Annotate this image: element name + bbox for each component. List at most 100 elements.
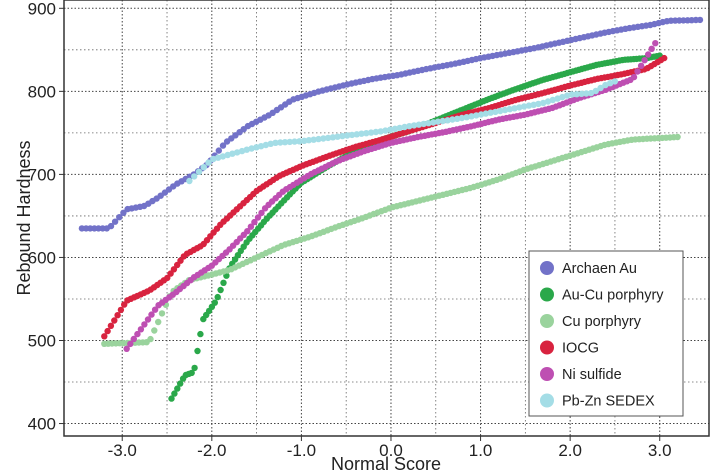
data-point xyxy=(210,155,217,163)
data-point xyxy=(363,130,370,137)
data-point xyxy=(320,135,327,142)
data-point xyxy=(188,369,195,377)
data-point xyxy=(382,127,389,134)
data-point xyxy=(244,228,251,235)
series-iocg xyxy=(101,54,668,340)
data-point xyxy=(367,129,375,136)
plot-area-frame xyxy=(63,0,710,437)
data-point xyxy=(434,118,442,125)
data-point xyxy=(262,141,270,149)
data-point xyxy=(127,340,134,348)
legend-swatch xyxy=(540,393,554,408)
y-tick-label: 800 xyxy=(28,82,56,101)
x-axis-title: Normal Score xyxy=(331,454,441,474)
data-point xyxy=(487,109,494,116)
data-point xyxy=(217,286,224,294)
data-point xyxy=(191,173,198,180)
data-point xyxy=(248,145,255,152)
data-point xyxy=(358,130,365,137)
data-point xyxy=(549,96,556,104)
data-point xyxy=(315,135,322,143)
data-point xyxy=(578,90,585,98)
data-point xyxy=(296,138,303,145)
data-point xyxy=(511,105,518,112)
data-point xyxy=(251,218,258,226)
x-tick-label: -3.0 xyxy=(108,441,137,460)
data-point xyxy=(211,299,218,306)
data-point xyxy=(652,40,659,47)
data-point xyxy=(214,293,221,301)
data-point xyxy=(104,327,111,335)
data-point xyxy=(458,114,466,122)
data-point xyxy=(597,84,604,92)
x-tick-label: 2.0 xyxy=(558,441,582,460)
data-point xyxy=(134,330,141,338)
data-point xyxy=(229,150,236,157)
data-point xyxy=(194,347,201,355)
data-point xyxy=(117,306,125,314)
data-point xyxy=(272,139,279,146)
y-axis-title: Rebound Hardness xyxy=(14,140,34,295)
series-ni-sulfide xyxy=(123,40,659,352)
data-point xyxy=(516,104,523,111)
legend: Archaen Au Au-Cu porphyry Cu porphyry IOCG N… xyxy=(528,250,684,417)
data-point xyxy=(147,335,154,343)
data-point xyxy=(641,57,648,64)
legend-swatch xyxy=(540,261,554,275)
data-point xyxy=(186,177,193,185)
data-point xyxy=(148,311,155,318)
x-tick-label: 1.0 xyxy=(469,441,493,460)
data-point xyxy=(648,45,655,52)
data-point xyxy=(141,321,148,328)
data-point xyxy=(155,318,162,326)
y-tick-label: 500 xyxy=(28,331,56,350)
data-point xyxy=(501,106,509,114)
x-tick-label: -1.0 xyxy=(287,441,316,460)
data-point xyxy=(234,149,241,156)
data-point xyxy=(151,327,158,334)
data-point xyxy=(107,222,115,230)
data-point xyxy=(205,159,212,166)
legend-label: Au-Cu porphyry xyxy=(562,288,664,304)
legend-swatch xyxy=(540,287,554,302)
data-point xyxy=(214,154,222,161)
y-tick-label: 900 xyxy=(28,0,56,18)
data-point xyxy=(254,214,262,221)
series-pb-zn-sedex xyxy=(186,78,619,185)
data-point xyxy=(191,364,198,372)
legend-swatch xyxy=(540,367,554,381)
data-point xyxy=(587,89,595,97)
data-point xyxy=(387,126,394,133)
series-archaen-au xyxy=(78,16,704,232)
legend-box xyxy=(528,250,684,417)
data-point xyxy=(583,90,590,97)
data-point xyxy=(492,108,499,116)
data-point xyxy=(107,322,115,329)
data-point xyxy=(497,107,504,115)
data-point xyxy=(420,120,427,128)
legend-items: Archaen Au Au-Cu porphyry Cu porphyry IOCG N… xyxy=(540,261,664,410)
data-point xyxy=(463,114,470,121)
data-point xyxy=(525,102,533,109)
data-point xyxy=(158,310,166,317)
data-point xyxy=(324,134,332,142)
data-point xyxy=(171,390,178,397)
data-point xyxy=(410,122,418,129)
data-point xyxy=(473,112,480,119)
legend-label: Ni sulfide xyxy=(562,367,622,383)
y-tick-label: 400 xyxy=(28,415,56,434)
data-point xyxy=(310,136,317,143)
data-point xyxy=(281,139,289,146)
data-point xyxy=(468,113,475,120)
data-point xyxy=(344,132,351,139)
data-point xyxy=(348,131,356,139)
x-tick-label: -2.0 xyxy=(197,441,226,460)
data-point xyxy=(334,133,341,140)
data-point xyxy=(559,93,566,101)
data-point xyxy=(329,134,337,141)
data-point xyxy=(339,132,346,140)
data-point xyxy=(111,218,119,225)
data-point xyxy=(391,125,399,132)
legend-label: IOCG xyxy=(562,341,599,357)
